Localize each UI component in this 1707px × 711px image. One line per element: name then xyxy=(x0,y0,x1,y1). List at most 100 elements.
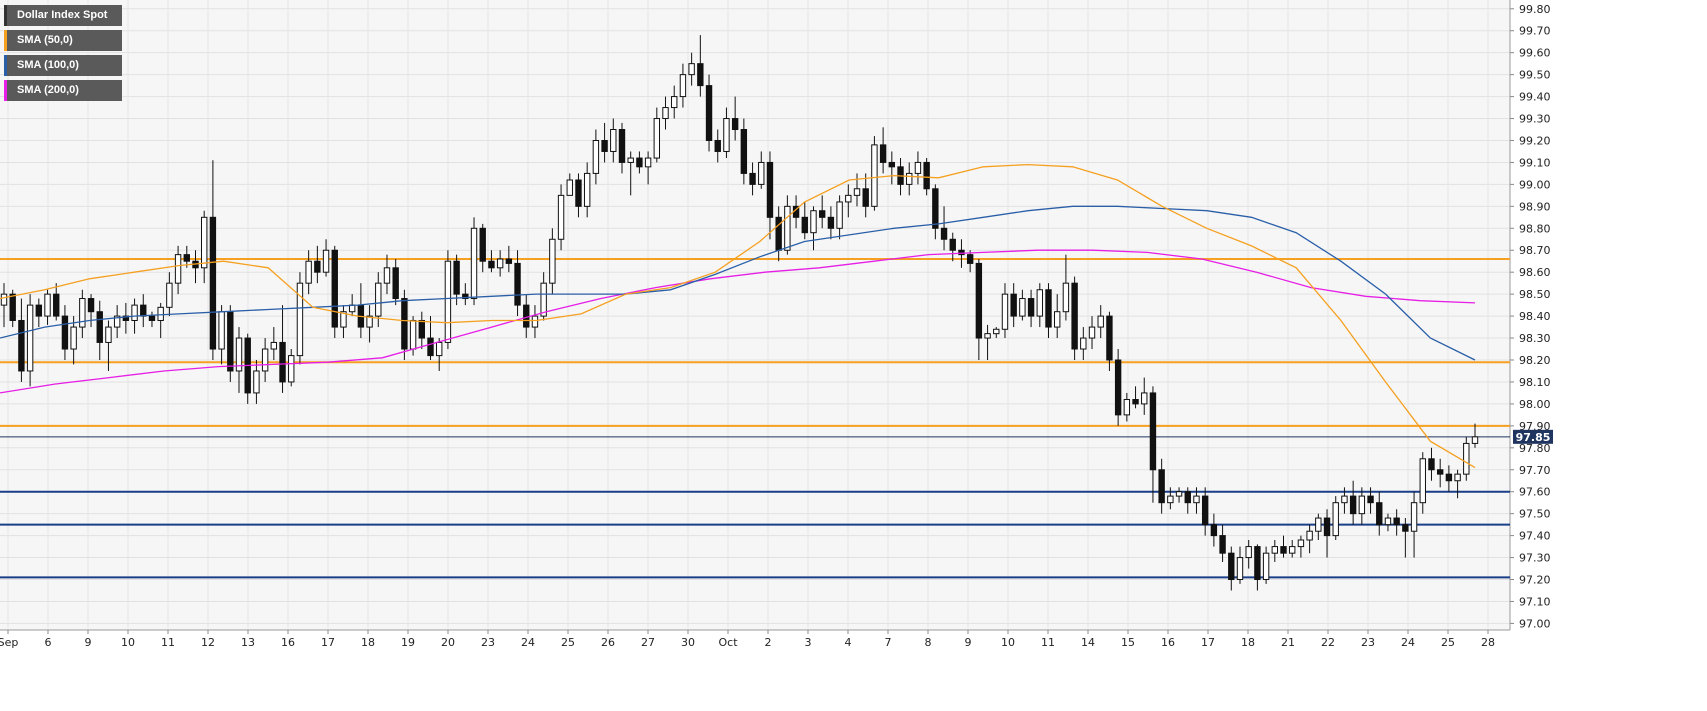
x-tick-label: 22 xyxy=(1321,636,1335,649)
candle-body xyxy=(1167,495,1174,504)
x-tick-label: 11 xyxy=(161,636,175,649)
candle-body xyxy=(679,74,687,98)
x-tick-label: 8 xyxy=(925,636,932,649)
candle-body xyxy=(731,118,739,131)
candle-body xyxy=(740,129,748,174)
candle-body xyxy=(1193,495,1200,504)
candle-body xyxy=(436,341,443,357)
candle-body xyxy=(235,337,243,372)
x-tick-label: 15 xyxy=(1121,636,1135,649)
candle-body xyxy=(392,267,399,300)
candle-body xyxy=(1236,557,1244,581)
candle-body xyxy=(1410,502,1418,532)
x-tick-label: 7 xyxy=(885,636,892,649)
candle-body xyxy=(523,304,530,328)
y-tick-label: 99.00 xyxy=(1519,178,1551,191)
candle-body xyxy=(61,315,69,350)
candle-body xyxy=(940,227,948,240)
y-tick-label: 98.20 xyxy=(1519,354,1551,367)
y-tick-label: 97.50 xyxy=(1519,508,1551,521)
candle-body xyxy=(1323,517,1331,537)
candle-body xyxy=(444,260,452,343)
last-price-badge: 97.85 xyxy=(1513,429,1553,444)
candle-body xyxy=(1254,546,1261,581)
sma200-line xyxy=(0,249,1476,394)
candle-body xyxy=(888,161,896,168)
candle-body xyxy=(610,129,617,152)
sma50-line xyxy=(0,163,1476,469)
y-tick-label: 99.10 xyxy=(1519,156,1551,169)
y-tick-label: 98.70 xyxy=(1519,244,1551,257)
candle-body xyxy=(218,311,225,350)
candle-body xyxy=(566,179,573,196)
x-tick-label: 26 xyxy=(601,636,615,649)
candle-body xyxy=(618,129,626,163)
candle-body xyxy=(1332,502,1339,537)
candle-body xyxy=(1141,392,1148,405)
candle-body xyxy=(906,172,913,185)
x-tick-label: 13 xyxy=(241,636,255,649)
candle-body xyxy=(749,172,756,185)
y-tick-label: 97.80 xyxy=(1519,442,1551,455)
x-tick-label: 16 xyxy=(281,636,295,649)
candle-body xyxy=(853,188,861,196)
candle-body xyxy=(105,326,112,343)
x-tick-label: 18 xyxy=(1241,636,1255,649)
candle-body xyxy=(1271,546,1279,554)
candle-body xyxy=(827,216,835,229)
candle-body xyxy=(540,282,547,317)
sma100-line xyxy=(0,205,1476,361)
x-tick-label: 25 xyxy=(1441,636,1455,649)
candle-body xyxy=(270,341,278,350)
candle-body xyxy=(784,205,791,251)
x-tick-label: 21 xyxy=(1281,636,1295,649)
candle-body xyxy=(1027,298,1035,317)
x-tick-label: 9 xyxy=(85,636,92,649)
candle-body xyxy=(462,293,469,300)
candle-body xyxy=(383,267,391,284)
candle-body xyxy=(0,293,8,306)
y-tick-label: 99.30 xyxy=(1519,113,1551,126)
candle-body xyxy=(453,260,460,295)
candle-body xyxy=(340,311,347,328)
candle-body xyxy=(1114,359,1122,416)
candle-body xyxy=(253,370,260,394)
candle-body xyxy=(514,262,521,306)
legend-item-sma50: SMA (50,0) xyxy=(4,30,122,51)
candle-body xyxy=(96,311,103,343)
candle-body xyxy=(1080,337,1087,350)
candle-body xyxy=(975,262,983,339)
candle-body xyxy=(87,298,95,313)
candle-body xyxy=(418,319,425,339)
x-tick-label: 4 xyxy=(845,636,852,649)
candle-body xyxy=(1245,546,1252,559)
candle-body xyxy=(79,298,86,328)
candle-body xyxy=(113,315,121,328)
legend-label: SMA (50,0) xyxy=(17,34,73,46)
candle-body xyxy=(1019,298,1026,317)
x-tick-label: 11 xyxy=(1041,636,1055,649)
candle-body xyxy=(810,210,817,234)
x-tick-label: 12 xyxy=(201,636,215,649)
candle-body xyxy=(1289,546,1296,554)
candle-body xyxy=(1262,552,1270,581)
candle-body xyxy=(688,63,695,76)
candle-body xyxy=(1280,546,1287,554)
candle-body xyxy=(35,304,43,317)
y-tick-label: 97.30 xyxy=(1519,552,1551,565)
candle-body xyxy=(705,85,713,141)
last-price-badge-bg xyxy=(1513,429,1553,444)
candle-body xyxy=(148,315,156,321)
candle-body xyxy=(644,157,652,168)
candle-body xyxy=(409,319,417,350)
x-tick-label: 17 xyxy=(1201,636,1215,649)
candle-body xyxy=(583,172,591,207)
y-tick-label: 98.00 xyxy=(1519,398,1551,411)
y-tick-label: 97.00 xyxy=(1519,617,1551,630)
legend-item-sma200: SMA (200,0) xyxy=(4,80,122,101)
x-tick-label: 25 xyxy=(561,636,575,649)
candle-body xyxy=(496,258,504,269)
candle-body xyxy=(1036,289,1043,317)
candle-body xyxy=(845,194,852,203)
